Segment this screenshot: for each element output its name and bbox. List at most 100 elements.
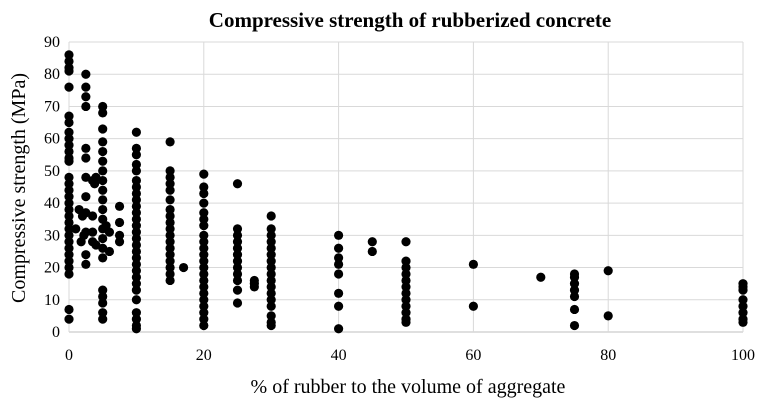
data-point [199, 230, 209, 240]
data-point [165, 172, 175, 182]
data-point [131, 214, 141, 224]
data-point [64, 172, 74, 182]
data-point [81, 143, 91, 153]
data-point [334, 253, 344, 263]
data-point [131, 188, 141, 199]
data-point [165, 224, 175, 234]
data-point [87, 227, 98, 237]
data-point [131, 246, 141, 257]
data-point [98, 253, 108, 263]
data-point [199, 182, 209, 192]
data-point [367, 246, 377, 257]
data-point [334, 269, 344, 279]
data-point [98, 285, 108, 295]
data-point [232, 224, 243, 234]
data-point [98, 308, 108, 318]
data-point [81, 92, 91, 102]
data-point [98, 195, 108, 205]
data-point [232, 275, 243, 286]
data-point [64, 117, 74, 128]
data-point [64, 204, 74, 215]
data-point [232, 230, 243, 240]
data-point [98, 108, 108, 118]
data-point [266, 224, 276, 234]
data-point [199, 237, 209, 247]
data-point [165, 211, 175, 221]
data-point [165, 275, 175, 286]
data-point [199, 301, 209, 311]
data-point [165, 185, 175, 195]
data-point [131, 259, 141, 269]
data-point [165, 217, 175, 228]
data-point [232, 243, 243, 253]
data-point [131, 166, 141, 176]
data-point [64, 50, 74, 60]
data-point [738, 285, 748, 295]
data-point [131, 324, 141, 334]
data-point [114, 201, 125, 211]
data-point [131, 266, 141, 276]
data-point [334, 230, 344, 240]
data-point [249, 282, 259, 292]
x-tick-label: 40 [331, 347, 347, 364]
data-point [199, 250, 209, 260]
data-point [64, 224, 74, 234]
data-point [165, 262, 175, 273]
data-point [334, 324, 344, 334]
data-point [738, 317, 748, 327]
data-point [569, 272, 580, 282]
data-point [98, 291, 108, 302]
data-point [131, 253, 141, 263]
data-point [64, 185, 74, 195]
data-point [569, 291, 580, 302]
data-point [81, 82, 91, 92]
data-point [266, 230, 276, 240]
data-point [232, 179, 243, 189]
data-point [64, 237, 74, 247]
data-point [603, 311, 613, 321]
data-point [131, 127, 141, 137]
data-point [81, 69, 91, 79]
data-point [131, 195, 141, 205]
data-point [131, 150, 141, 160]
data-point [98, 124, 108, 134]
data-point [401, 295, 411, 305]
data-point [114, 237, 125, 247]
data-point [64, 243, 74, 253]
data-point [131, 240, 141, 250]
data-point [64, 192, 74, 202]
data-point [165, 243, 175, 253]
data-point [266, 295, 276, 305]
x-axis-label: % of rubber to the volume of aggregate [251, 376, 566, 398]
x-tick-label: 0 [65, 347, 73, 364]
data-point [199, 308, 209, 318]
data-point [232, 285, 243, 295]
data-point [199, 295, 209, 305]
data-point [71, 224, 81, 234]
data-point [81, 227, 91, 237]
data-point [199, 221, 209, 231]
data-point [64, 146, 74, 157]
y-tick-label: 70 [44, 98, 60, 115]
data-point [131, 221, 141, 231]
data-point [98, 314, 108, 324]
data-point [98, 101, 108, 112]
data-point [64, 134, 74, 144]
data-point [199, 208, 209, 218]
data-point [603, 266, 613, 276]
data-point [131, 143, 141, 153]
data-point [401, 301, 411, 311]
data-point [401, 308, 411, 318]
data-point [199, 269, 209, 279]
data-point [98, 156, 108, 166]
data-point [131, 201, 141, 211]
y-tick-label: 20 [44, 260, 60, 277]
data-point [401, 237, 411, 247]
data-point [569, 279, 580, 289]
x-tick-label: 60 [465, 347, 481, 364]
data-point [64, 156, 74, 166]
data-point [64, 140, 74, 150]
data-point [131, 272, 141, 282]
data-point [165, 269, 175, 279]
